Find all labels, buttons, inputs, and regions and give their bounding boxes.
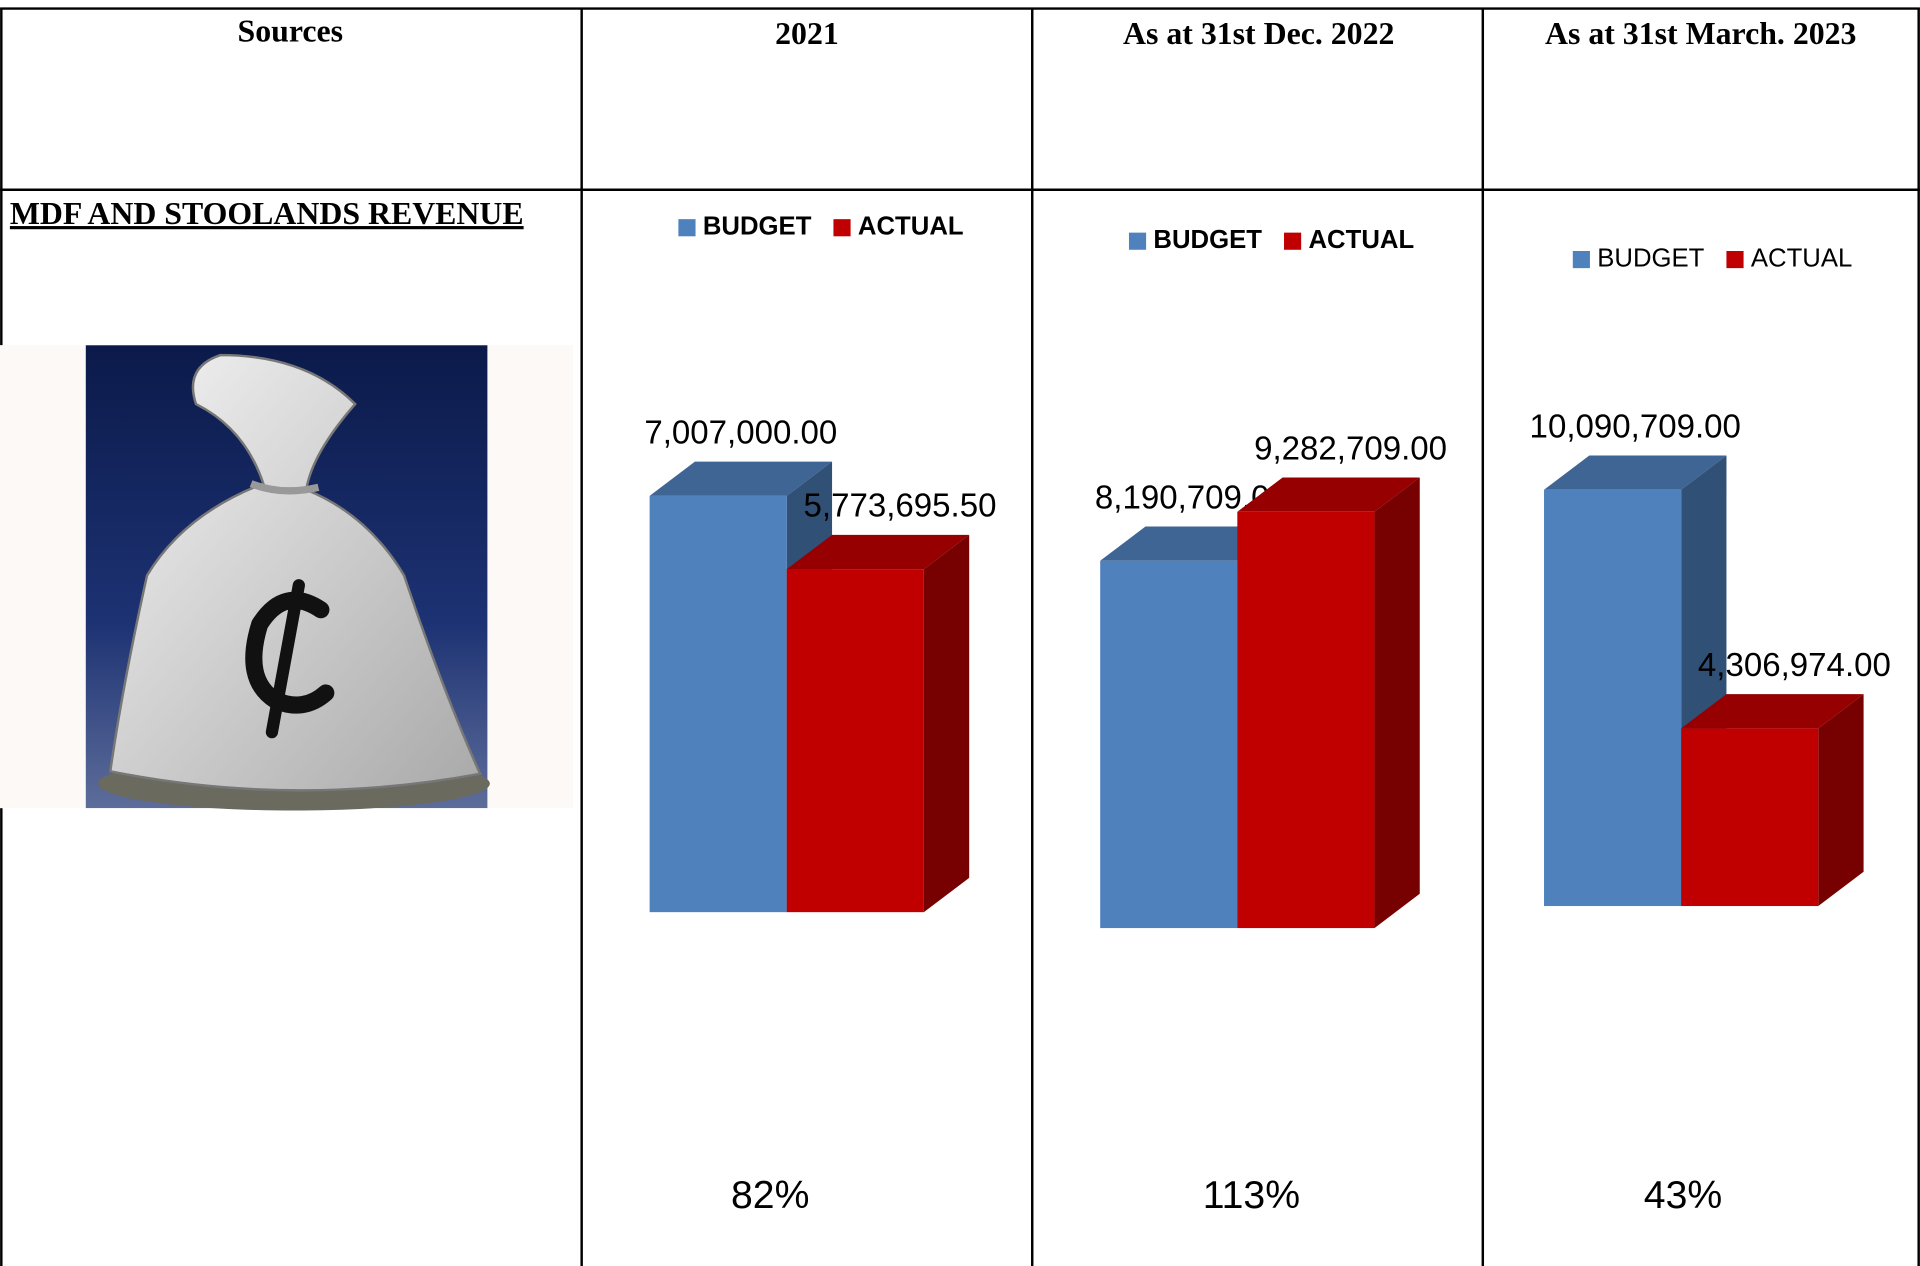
bar bbox=[1237, 511, 1375, 929]
legend-swatch bbox=[1128, 232, 1147, 250]
data-label: 9,282,709.00 bbox=[1254, 430, 1447, 467]
bar-top bbox=[649, 461, 833, 496]
data-label: 10,090,709.00 bbox=[1530, 408, 1741, 445]
bar bbox=[1544, 489, 1682, 907]
bar bbox=[1681, 728, 1819, 907]
percentage: 82% bbox=[731, 1174, 809, 1217]
bar-top bbox=[1681, 694, 1864, 729]
bar-top bbox=[1100, 526, 1283, 561]
column-header: Sources bbox=[238, 14, 344, 49]
money-bag-image bbox=[0, 345, 574, 811]
row-label: MDF AND STOOLANDS REVENUE bbox=[10, 196, 524, 231]
legend-swatch bbox=[1284, 232, 1302, 250]
legend-swatch bbox=[678, 219, 696, 237]
legend-label: ACTUAL bbox=[1751, 244, 1852, 272]
data-label: 5,773,695.50 bbox=[804, 488, 997, 525]
table-grid bbox=[0, 7, 1920, 1266]
data-label: 4,306,974.00 bbox=[1698, 647, 1891, 684]
bar-top bbox=[1544, 455, 1727, 490]
legend-label: BUDGET bbox=[703, 213, 812, 241]
bar-side bbox=[923, 534, 970, 913]
column-header: As at 31st March. 2023 bbox=[1545, 16, 1856, 51]
legend-swatch bbox=[1572, 250, 1590, 269]
legend-swatch bbox=[833, 219, 851, 237]
legend-label: BUDGET bbox=[1153, 226, 1262, 254]
bar bbox=[649, 495, 787, 913]
bar-side bbox=[1818, 694, 1864, 907]
bar-side bbox=[1374, 477, 1420, 929]
legend-label: ACTUAL bbox=[858, 213, 964, 241]
percentage: 43% bbox=[1644, 1174, 1722, 1217]
bar-top bbox=[786, 534, 970, 570]
legend-label: BUDGET bbox=[1597, 244, 1704, 272]
bar bbox=[786, 569, 924, 913]
column-header: 2021 bbox=[775, 16, 839, 51]
column-header: As at 31st Dec. 2022 bbox=[1123, 16, 1394, 51]
legend-swatch bbox=[1726, 250, 1744, 269]
bar bbox=[1100, 560, 1238, 929]
data-label: 7,007,000.00 bbox=[644, 414, 837, 451]
percentage: 113% bbox=[1203, 1174, 1300, 1217]
legend-label: ACTUAL bbox=[1309, 226, 1415, 254]
bar-top bbox=[1237, 477, 1420, 512]
